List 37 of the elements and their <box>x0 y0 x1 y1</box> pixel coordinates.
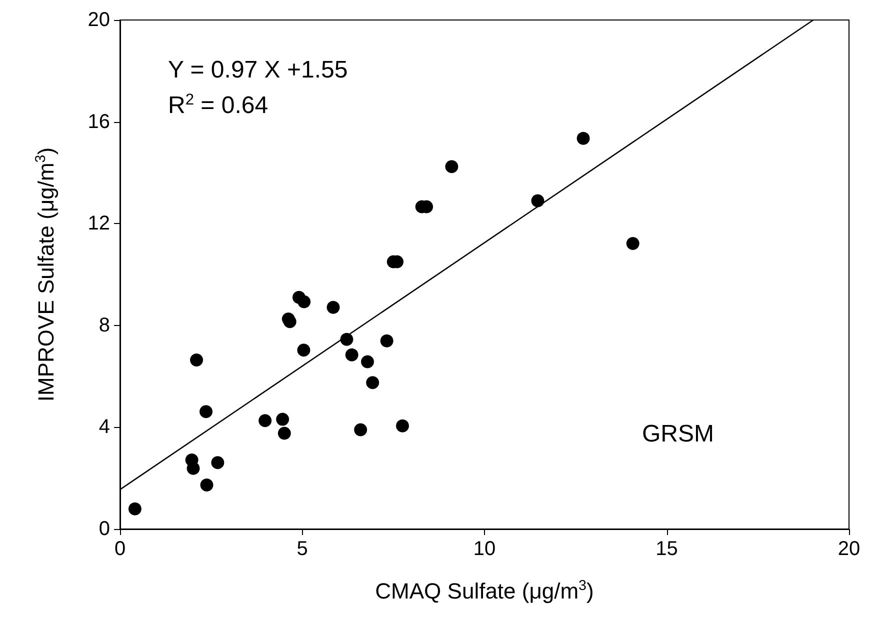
x-tick-label: 10 <box>473 538 496 560</box>
x-tick-label: 20 <box>838 538 860 560</box>
point <box>345 348 358 362</box>
point <box>276 412 290 426</box>
x-tick-label: 15 <box>656 538 678 560</box>
point <box>626 236 640 250</box>
point <box>211 456 224 470</box>
y-axis-title: IMPROVE Sulfate (μg/m3) <box>33 147 59 402</box>
point <box>366 376 380 390</box>
point <box>190 354 204 367</box>
point <box>531 194 544 208</box>
y-tick-label: 8 <box>98 314 110 336</box>
point <box>278 426 291 440</box>
point <box>200 405 213 418</box>
point <box>361 355 374 368</box>
y-tick-label: 12 <box>88 212 110 235</box>
y-tick-label: 4 <box>98 416 110 438</box>
point <box>354 423 368 436</box>
point <box>298 295 311 308</box>
point <box>283 315 296 328</box>
y-tick-label: 0 <box>98 518 110 540</box>
point <box>396 419 409 432</box>
annotation: GRSM <box>642 420 714 448</box>
y-tick-label: 16 <box>88 110 110 133</box>
x-tick-label: 0 <box>114 538 126 560</box>
x-tick-label: 5 <box>296 538 308 560</box>
point <box>445 160 458 174</box>
point <box>380 334 394 348</box>
point <box>128 502 142 516</box>
point <box>258 414 272 428</box>
y-tick-label: 20 <box>88 9 110 31</box>
point <box>297 344 310 357</box>
point <box>200 478 214 492</box>
point <box>326 300 340 314</box>
point <box>186 462 200 475</box>
point <box>576 132 590 145</box>
annotation: Y = 0.97 X +1.55 <box>168 56 348 84</box>
